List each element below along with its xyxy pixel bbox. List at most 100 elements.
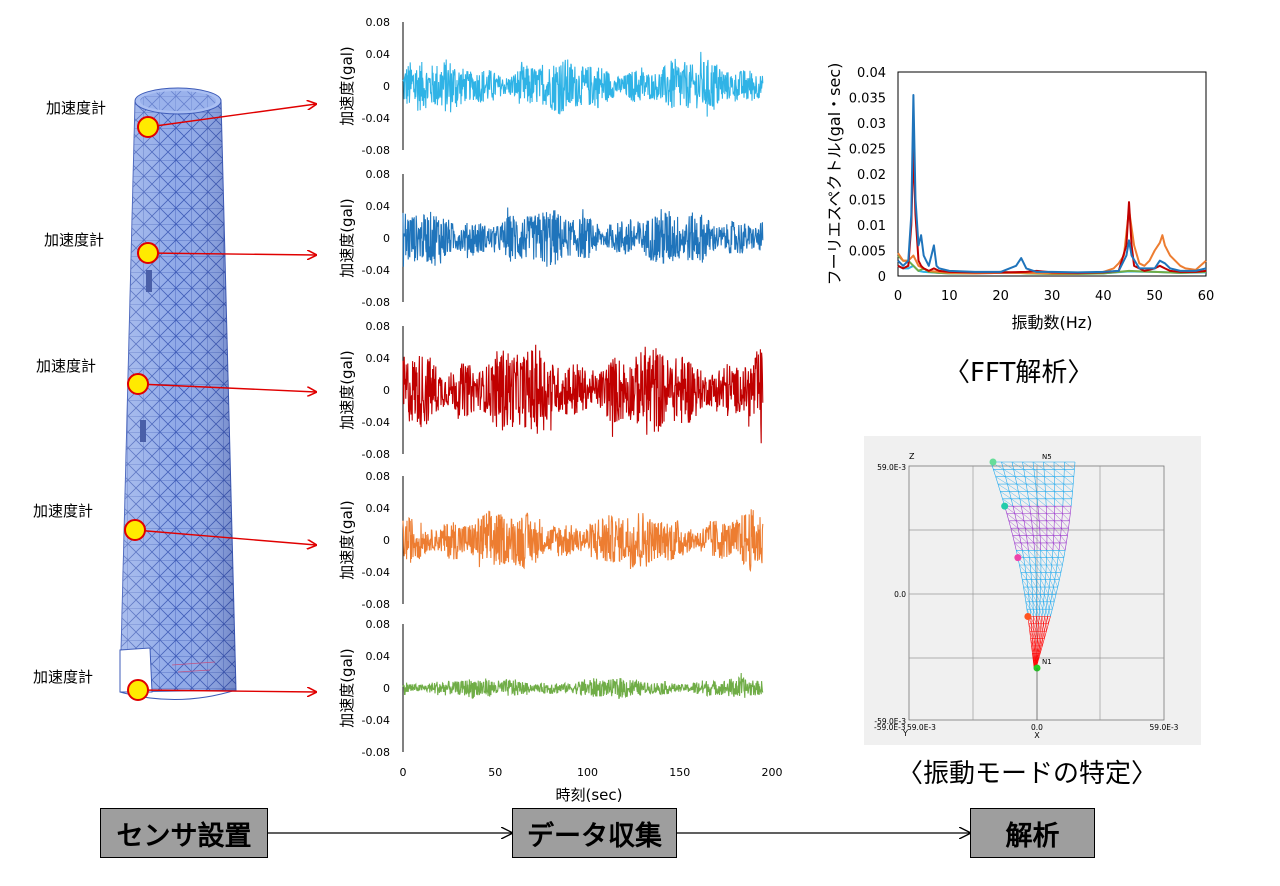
mesh-line xyxy=(1052,550,1054,558)
mesh-line xyxy=(1026,535,1028,543)
mesh-line xyxy=(1022,461,1034,470)
ts-y-tick: -0.04 xyxy=(362,416,390,429)
mesh-line xyxy=(1032,528,1034,536)
mesh-line xyxy=(1018,491,1021,499)
mesh-line xyxy=(1037,623,1039,632)
mesh-line xyxy=(1003,469,1006,477)
mode-node-marker xyxy=(1024,613,1032,620)
mesh-line xyxy=(1037,653,1041,661)
mesh-line xyxy=(1044,476,1055,485)
mesh-line xyxy=(1025,572,1032,580)
ts-y-tick: 0 xyxy=(383,534,390,547)
mesh-line xyxy=(1038,616,1042,624)
mesh-line xyxy=(1029,557,1031,566)
mesh-line xyxy=(1041,616,1044,624)
mesh-line xyxy=(1038,520,1040,529)
mesh-line xyxy=(1050,609,1053,617)
mesh-line xyxy=(1040,557,1047,566)
mesh-line xyxy=(1029,631,1031,639)
mesh-line xyxy=(1055,587,1059,595)
mesh-line xyxy=(1023,557,1031,566)
mesh-line xyxy=(1001,461,1014,470)
mesh-line xyxy=(1048,616,1051,624)
mesh-line xyxy=(1019,535,1022,543)
mesh-line xyxy=(1008,520,1019,529)
mesh-line xyxy=(1053,461,1065,470)
mesh-line xyxy=(1040,631,1043,639)
mesh-line xyxy=(1071,491,1073,499)
mesh-line xyxy=(1063,476,1074,485)
mesh-line xyxy=(1030,572,1032,580)
mesh-line xyxy=(1033,631,1036,639)
mesh-line xyxy=(1053,528,1061,536)
mesh-line xyxy=(1019,535,1028,544)
ts-y-tick: -0.04 xyxy=(362,112,390,125)
mesh-line xyxy=(1043,594,1045,602)
axis-y-label: Y xyxy=(902,729,908,738)
mesh-line xyxy=(1026,579,1033,588)
mesh-line xyxy=(1009,491,1012,499)
axis-x-label: X xyxy=(1034,731,1040,740)
mesh-line xyxy=(1042,609,1045,617)
mesh-line xyxy=(1053,594,1057,602)
mesh-line xyxy=(1018,491,1029,499)
mesh-line xyxy=(1024,564,1032,573)
mesh-line xyxy=(1059,542,1066,551)
mesh-line xyxy=(1042,631,1045,639)
mesh-line xyxy=(1038,513,1040,521)
axis-z-label: Z xyxy=(909,452,915,461)
mesh-line xyxy=(1011,461,1014,470)
mesh-line xyxy=(1030,616,1034,624)
mesh-line xyxy=(1012,505,1023,514)
mesh-line xyxy=(1003,469,1016,477)
mesh-line xyxy=(1055,564,1058,573)
mesh-line xyxy=(1022,513,1025,521)
mesh-line xyxy=(1064,461,1075,470)
ts-y-tick: -0.08 xyxy=(362,598,390,611)
mesh-line xyxy=(1024,594,1027,602)
sensor-arrow-3 xyxy=(137,383,316,392)
ts-x-tick: 150 xyxy=(669,766,690,779)
mesh-line xyxy=(1046,542,1054,551)
mesh-line xyxy=(1061,528,1068,536)
mesh-line xyxy=(1047,594,1051,602)
mesh-line xyxy=(1032,638,1034,646)
fft-y-tick: 0.025 xyxy=(849,143,886,158)
mesh-line xyxy=(1038,616,1040,624)
mesh-line xyxy=(1019,564,1027,573)
mesh-line xyxy=(1029,601,1034,610)
mesh-line xyxy=(1010,528,1014,536)
ts-y-tick: -0.04 xyxy=(362,714,390,727)
sensor-marker-2 xyxy=(137,242,159,264)
ts-x-tick: 100 xyxy=(577,766,598,779)
fft-y-tick: 0.02 xyxy=(857,168,886,183)
mesh-line xyxy=(1054,491,1064,499)
ts-y-tick: -0.08 xyxy=(362,448,390,461)
mesh-line xyxy=(1029,631,1033,639)
mesh-line xyxy=(1019,498,1022,507)
mesh-line xyxy=(1032,594,1037,602)
ts-y-axis-label: 加速度(gal) xyxy=(338,198,356,278)
fft-x-axis-label: 振動数(Hz) xyxy=(1012,313,1093,332)
mesh-line xyxy=(1039,645,1043,654)
mesh-line xyxy=(1045,498,1055,507)
mesh-line xyxy=(1014,542,1023,551)
mesh-line xyxy=(1047,616,1049,624)
mesh-line xyxy=(995,476,1008,485)
time-series-chart-3: 0.08 0.04 0 -0.04 -0.08 加速度(gal) xyxy=(338,320,764,461)
mesh-line xyxy=(1023,586,1029,595)
fft-series-line xyxy=(897,94,1207,274)
node-bottom-label: N1 xyxy=(1042,658,1052,666)
mesh-line xyxy=(1038,631,1041,639)
ts-y-tick: -0.08 xyxy=(362,746,390,759)
mesh-line xyxy=(1027,542,1029,551)
mesh-line xyxy=(1028,498,1039,507)
mesh-line xyxy=(1048,601,1051,610)
fft-x-tick: 40 xyxy=(1095,289,1112,304)
mesh-line xyxy=(1025,572,1028,580)
mesh-line xyxy=(1022,513,1032,522)
mesh-line xyxy=(1030,513,1032,521)
mesh-line xyxy=(1021,505,1031,514)
mesh-line xyxy=(1021,579,1024,588)
mesh-line xyxy=(1030,564,1037,573)
